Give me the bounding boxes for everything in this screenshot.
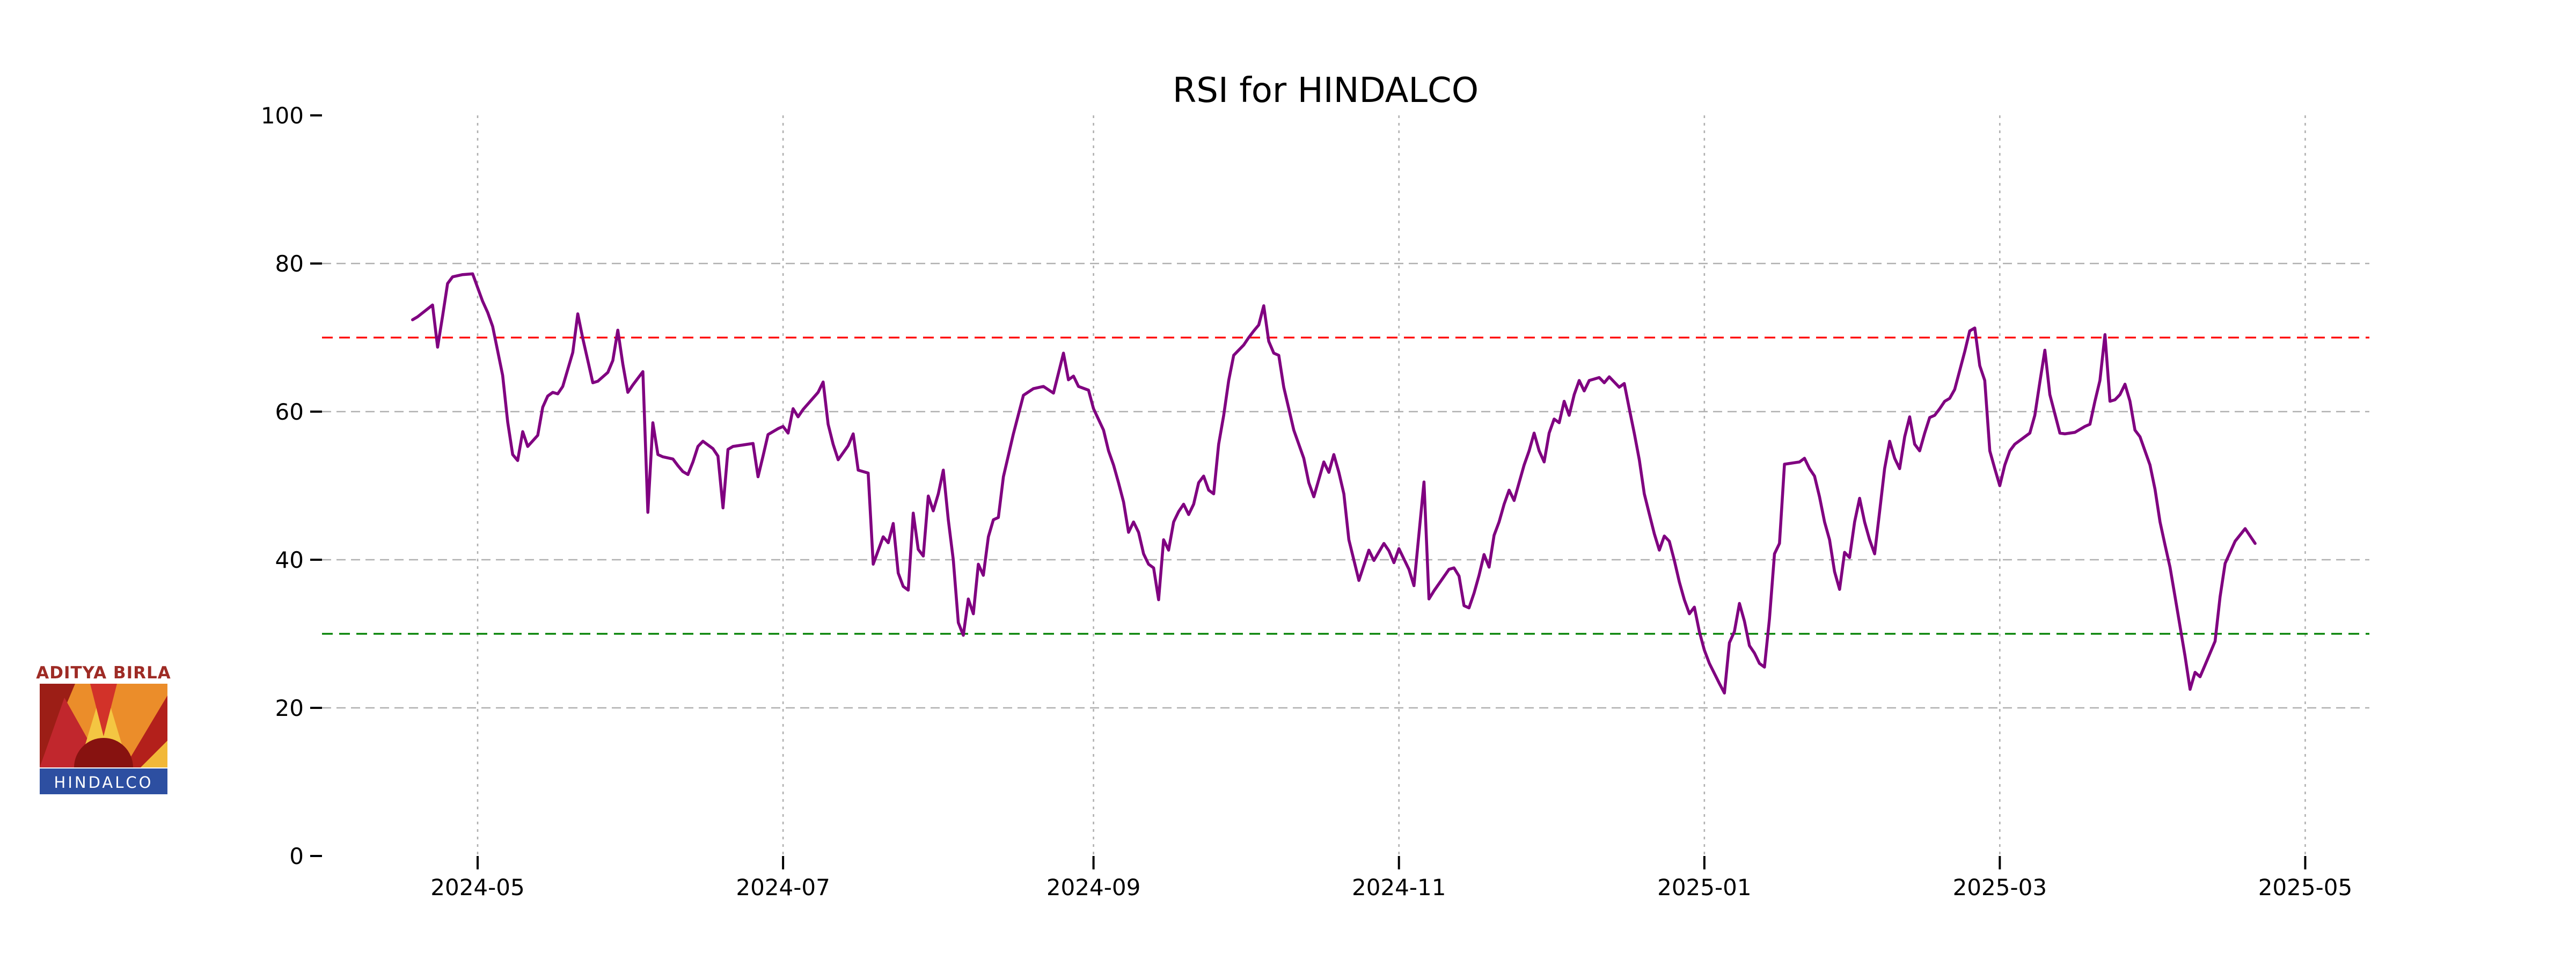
logo-band	[40, 769, 167, 794]
y-tick-label: 40	[275, 547, 304, 573]
rsi-series-line	[411, 272, 2257, 695]
logo-emblem-icon	[40, 684, 167, 767]
grid-layer	[322, 115, 2369, 856]
y-tick-label: 60	[275, 399, 304, 425]
y-tick-label: 0	[289, 843, 304, 869]
x-tick-label: 2024-09	[1046, 874, 1141, 901]
x-tick-label: 2024-07	[736, 874, 830, 901]
x-tick-label: 2024-05	[430, 874, 525, 901]
x-tick-label: 2025-03	[1953, 874, 2047, 901]
y-tick-label: 100	[261, 103, 304, 129]
logo-brand-text: ADITYA BIRLA	[36, 663, 171, 683]
rsi-line-layer	[411, 272, 2257, 695]
x-tick-label: 2025-05	[2258, 874, 2353, 901]
threshold-layer	[322, 336, 2369, 635]
y-tick-label: 80	[275, 251, 304, 277]
tick-layer: 0 20 40 60 80 100 2024-05 2024-07 2024-09 2024-11…	[261, 103, 2352, 901]
x-tick-label: 2025-01	[1657, 874, 1752, 901]
x-tick-label: 2024-11	[1352, 874, 1446, 901]
page-title: RSI for HINDALCO	[1173, 71, 1479, 111]
aditya-birla-logo: ADITYA BIRLA HINDALCO	[36, 663, 171, 794]
logo-company-text: HINDALCO	[54, 773, 153, 792]
y-tick-label: 20	[275, 695, 304, 721]
